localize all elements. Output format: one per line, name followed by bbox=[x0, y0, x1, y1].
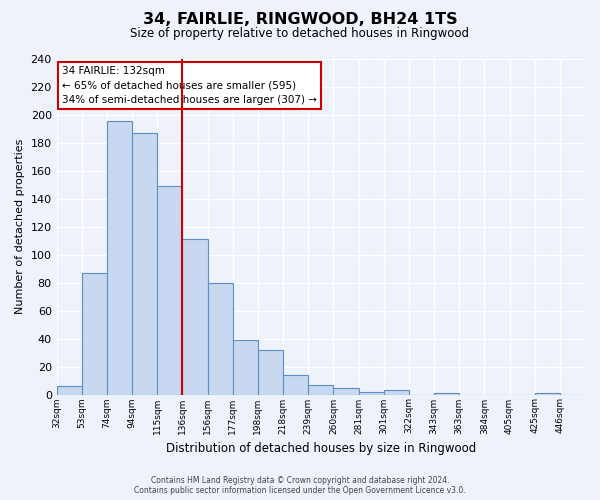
Bar bbox=[283, 375, 308, 394]
Bar bbox=[334, 388, 359, 394]
Text: 34, FAIRLIE, RINGWOOD, BH24 1TS: 34, FAIRLIE, RINGWOOD, BH24 1TS bbox=[143, 12, 457, 28]
Bar bbox=[535, 393, 560, 394]
Bar bbox=[56, 386, 82, 394]
X-axis label: Distribution of detached houses by size in Ringwood: Distribution of detached houses by size … bbox=[166, 442, 476, 455]
Bar bbox=[308, 384, 334, 394]
Text: Contains HM Land Registry data © Crown copyright and database right 2024.
Contai: Contains HM Land Registry data © Crown c… bbox=[134, 476, 466, 495]
Bar bbox=[233, 340, 258, 394]
Bar bbox=[359, 392, 384, 394]
Bar bbox=[107, 120, 132, 394]
Bar bbox=[82, 273, 107, 394]
Bar bbox=[258, 350, 283, 395]
Bar bbox=[182, 240, 208, 394]
Y-axis label: Number of detached properties: Number of detached properties bbox=[15, 139, 25, 314]
Bar bbox=[132, 133, 157, 394]
Bar bbox=[434, 393, 459, 394]
Text: Size of property relative to detached houses in Ringwood: Size of property relative to detached ho… bbox=[131, 28, 470, 40]
Bar bbox=[384, 390, 409, 394]
Bar bbox=[157, 186, 182, 394]
Bar bbox=[208, 282, 233, 395]
Text: 34 FAIRLIE: 132sqm
← 65% of detached houses are smaller (595)
34% of semi-detach: 34 FAIRLIE: 132sqm ← 65% of detached hou… bbox=[62, 66, 317, 106]
